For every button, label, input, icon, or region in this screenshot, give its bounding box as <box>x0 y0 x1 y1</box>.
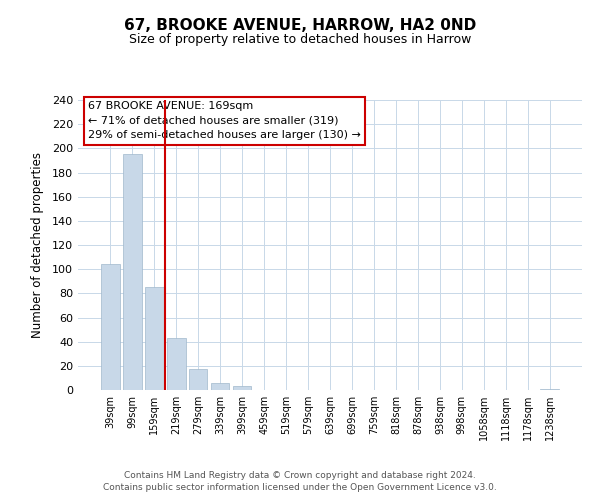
Text: 67 BROOKE AVENUE: 169sqm
← 71% of detached houses are smaller (319)
29% of semi-: 67 BROOKE AVENUE: 169sqm ← 71% of detach… <box>88 102 361 140</box>
Text: Size of property relative to detached houses in Harrow: Size of property relative to detached ho… <box>129 32 471 46</box>
Text: 67, BROOKE AVENUE, HARROW, HA2 0ND: 67, BROOKE AVENUE, HARROW, HA2 0ND <box>124 18 476 32</box>
Text: Contains HM Land Registry data © Crown copyright and database right 2024.
Contai: Contains HM Land Registry data © Crown c… <box>103 471 497 492</box>
Bar <box>123 154 142 390</box>
Bar <box>167 338 185 390</box>
Bar <box>211 383 229 390</box>
Bar <box>233 386 251 390</box>
Bar <box>145 288 164 390</box>
Y-axis label: Number of detached properties: Number of detached properties <box>31 152 44 338</box>
Bar <box>101 264 119 390</box>
Bar <box>189 370 208 390</box>
Bar <box>541 389 559 390</box>
